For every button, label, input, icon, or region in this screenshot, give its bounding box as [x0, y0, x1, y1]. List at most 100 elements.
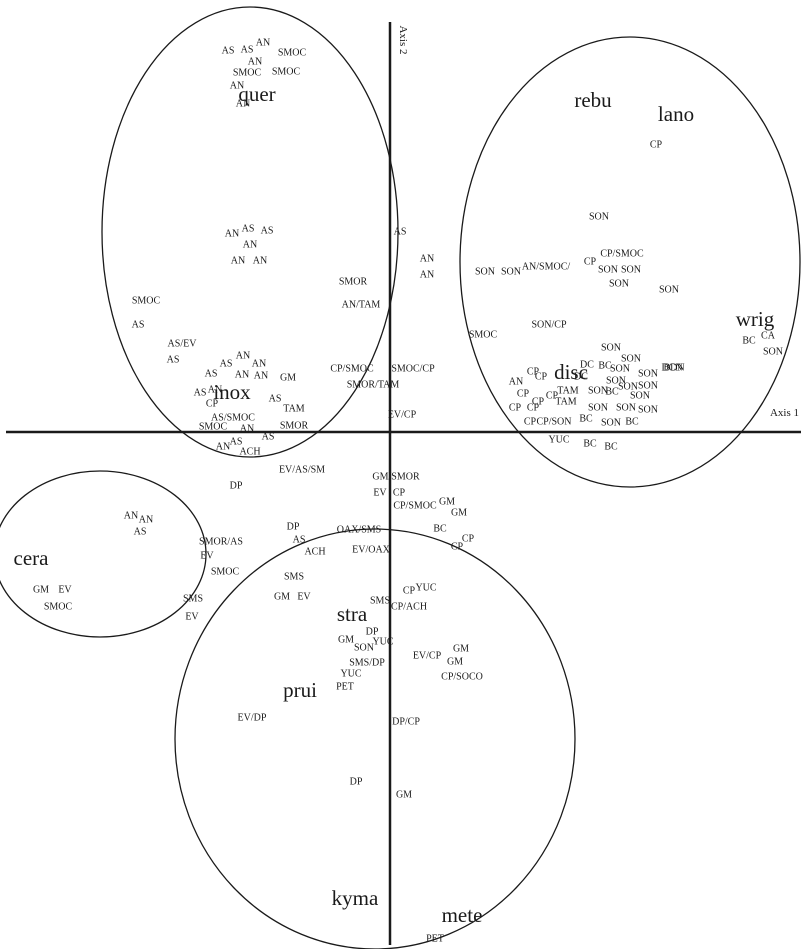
point-label: SON	[606, 375, 626, 386]
point-label: EV	[58, 584, 72, 595]
point-label: SON	[630, 390, 650, 401]
point-label: EV	[200, 550, 214, 561]
species-label-cera: cera	[14, 546, 50, 570]
point-label: EV/DP	[238, 712, 267, 723]
point-label: AN	[231, 255, 245, 266]
point-label: AS	[241, 44, 254, 55]
species-label-rebu: rebu	[574, 88, 612, 112]
point-label: GM/SMOR	[372, 471, 420, 482]
point-label: SON	[618, 381, 638, 392]
point-label: SMOC	[469, 329, 498, 340]
group-ellipse-2	[459, 36, 801, 488]
point-label: SON	[501, 266, 521, 277]
species-labels: quer inox rebu lano disc wrig cera stra prui kyma…	[14, 82, 775, 927]
point-label: CA	[761, 330, 776, 341]
point-label: DP	[230, 480, 243, 491]
point-label: SON	[588, 385, 608, 396]
point-label: BC	[605, 386, 619, 397]
point-label: EV	[185, 611, 199, 622]
species-label-wrig: wrig	[736, 307, 775, 331]
point-label: GM	[338, 634, 354, 645]
point-label: AS	[269, 393, 282, 404]
group-ellipses	[0, 6, 801, 949]
point-label: SMS	[370, 595, 390, 606]
group-ellipse-3	[0, 470, 207, 638]
point-label: AS	[394, 226, 407, 237]
point-label: GM	[396, 789, 412, 800]
point-label: CP	[546, 390, 559, 401]
point-label: GM	[447, 656, 463, 667]
point-label: CP	[462, 533, 475, 544]
point-label: GM	[439, 496, 455, 507]
point-label: CP	[527, 366, 540, 377]
point-label: AS	[261, 225, 274, 236]
point-label: DP	[287, 521, 300, 532]
point-label: EV	[373, 487, 387, 498]
point-label: AN	[230, 80, 244, 91]
point-label: AS	[230, 436, 243, 447]
point-label: AN/TAM	[342, 299, 381, 310]
point-label: EV/CP	[413, 650, 442, 661]
point-label: AS	[222, 45, 235, 56]
point-label: AN	[420, 269, 434, 280]
point-label: CP/SMOC	[600, 248, 644, 259]
point-label: AN	[252, 358, 266, 369]
point-label: YUC	[548, 434, 569, 445]
point-label: SMS	[183, 593, 203, 604]
point-label: SMOC	[272, 66, 301, 77]
species-label-disc: disc	[554, 360, 588, 384]
point-label: SMOC	[233, 67, 262, 78]
point-label: SMOR	[280, 420, 309, 431]
point-label: SON	[601, 417, 621, 428]
point-label: CP	[393, 487, 406, 498]
point-label: DC	[574, 371, 588, 382]
point-label: CP	[403, 585, 416, 596]
point-label: CP/ACH	[391, 601, 427, 612]
point-label: SON	[621, 353, 641, 364]
point-label: TAM	[557, 385, 579, 396]
point-label: DP	[350, 776, 363, 787]
point-label: ACH	[304, 546, 325, 557]
point-label: SON/CP	[531, 319, 566, 330]
point-label: AN	[225, 228, 239, 239]
group-ellipse-1	[101, 6, 399, 458]
point-label: SON	[763, 346, 783, 357]
point-label: SMS/DP	[349, 657, 385, 668]
point-label: AS	[132, 319, 145, 330]
point-label: AS	[194, 387, 207, 398]
point-label: AS	[134, 526, 147, 537]
point-label: CP	[535, 371, 548, 382]
point-label: TAM	[555, 396, 577, 407]
point-label: SON	[659, 284, 679, 295]
point-label: BC	[598, 360, 612, 371]
point-label: SON	[598, 264, 618, 275]
species-label-prui: prui	[283, 678, 317, 702]
point-label: SON	[616, 402, 636, 413]
point-label: SMOR/TAM	[347, 379, 400, 390]
point-label: SMOC	[132, 295, 161, 306]
point-label: PET	[336, 681, 354, 692]
point-label: AN	[235, 369, 249, 380]
point-label: BC	[433, 523, 447, 534]
point-label: SON	[621, 264, 641, 275]
species-label-inox: inox	[213, 380, 251, 404]
point-label: SMS	[284, 571, 304, 582]
x-axis-label: Axis 1	[770, 407, 799, 419]
point-label: SMOC/CP	[391, 363, 435, 374]
point-label: SON	[638, 380, 658, 391]
point-label: YUC	[415, 582, 436, 593]
species-label-lano: lano	[658, 102, 694, 126]
group-ellipse-4	[174, 528, 576, 949]
point-label: GM	[33, 584, 49, 595]
point-label: AN	[236, 350, 250, 361]
point-label: CP/SOCO	[441, 671, 483, 682]
point-label: YUC	[372, 636, 393, 647]
point-label: EV/OAX	[352, 544, 391, 555]
point-label: AN	[243, 239, 257, 250]
point-label: CP	[206, 398, 219, 409]
point-label: CP/SON	[536, 416, 571, 427]
point-label: SMOC	[44, 601, 73, 612]
point-label: BC	[625, 416, 639, 427]
